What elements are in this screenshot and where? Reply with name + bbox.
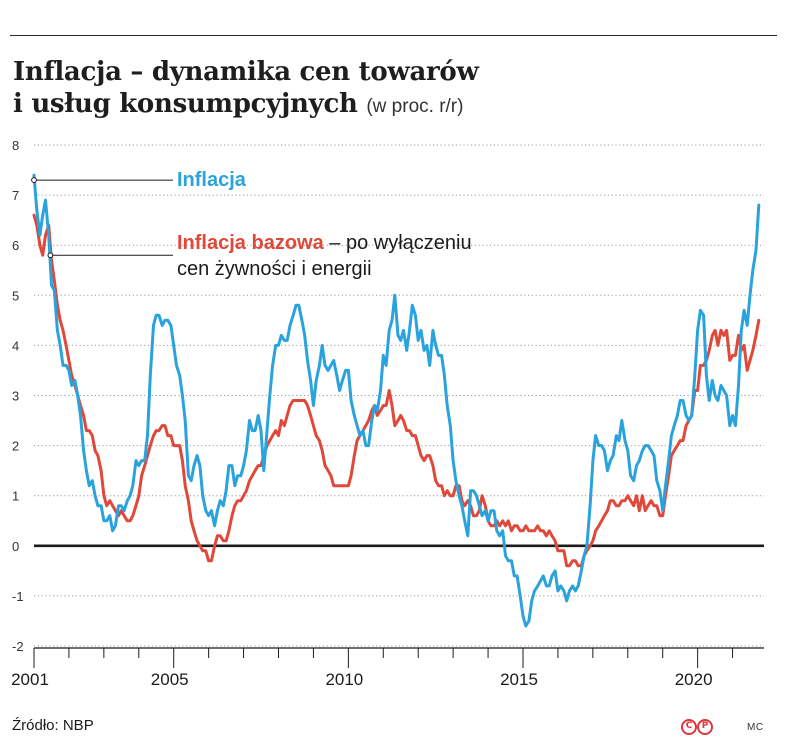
x-tick-label: 2015 <box>500 670 538 689</box>
y-tick-label: 7 <box>12 188 19 203</box>
y-tick-label: 1 <box>12 489 19 504</box>
leader-dot-bazowa <box>47 252 54 259</box>
series-lines <box>32 173 761 628</box>
author-initials: MC <box>747 722 764 733</box>
x-tick-label: 2010 <box>325 670 363 689</box>
title-unit: (w proc. r/r) <box>366 96 464 117</box>
y-tick-label: 8 <box>12 138 19 153</box>
y-tick-label: 2 <box>12 439 19 454</box>
y-tick-label: 6 <box>12 238 19 253</box>
annotations: Inflacja Inflacja bazowa – po wyłączeniu c… <box>31 169 472 280</box>
x-tick-label: 2005 <box>151 670 189 689</box>
series-line-bazowa <box>32 213 761 568</box>
y-tick-label: 4 <box>12 338 19 353</box>
annotation-bazowa-desc: – po wyłączeniu <box>324 232 472 254</box>
leader-dot-inflacja <box>31 177 37 183</box>
y-tick-label: 0 <box>12 539 19 554</box>
y-tick-label: -1 <box>12 589 24 604</box>
y-tick-labels: -2 -1 0 1 2 3 4 5 6 7 8 <box>12 138 24 654</box>
x-tick-label: 2020 <box>675 670 713 689</box>
source-note: Źródło: NBP <box>12 717 94 734</box>
series-line-inflacja <box>32 173 761 628</box>
title-line-1: Inflacja – dynamika cen towarów <box>13 57 479 87</box>
y-tick-label: 3 <box>12 389 19 404</box>
title-line-2: i usług konsumpcyjnych <box>13 89 358 119</box>
annotation-bazowa: Inflacja bazowa – po wyłączeniu <box>177 232 472 254</box>
annotation-bazowa-line2: cen żywności i energii <box>177 258 372 280</box>
chart-title: Inflacja – dynamika cen towarów i usług … <box>13 56 479 123</box>
x-tick-label: 2001 <box>11 670 49 689</box>
grid-lines <box>34 144 764 647</box>
x-axis: 2001 2005 2010 2015 2020 <box>11 647 764 689</box>
annotation-inflacja: Inflacja <box>177 169 247 191</box>
top-rule <box>10 35 777 36</box>
annotation-bazowa-label: Inflacja bazowa <box>177 232 325 254</box>
y-tick-label: 5 <box>12 288 19 303</box>
y-tick-label: -2 <box>12 639 24 654</box>
publisher-logo: C P <box>681 717 721 739</box>
logo-c-icon: C <box>681 719 697 735</box>
logo-p-icon: P <box>697 719 713 735</box>
